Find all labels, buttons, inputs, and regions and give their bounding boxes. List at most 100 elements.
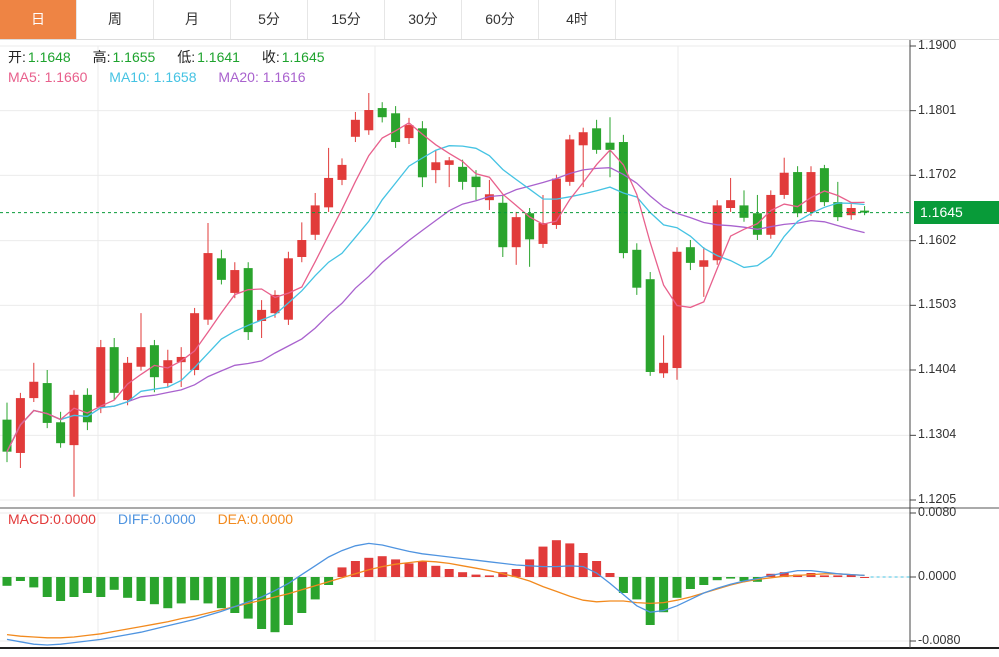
candle-body (297, 240, 307, 257)
macd-hist-bar (404, 563, 414, 577)
tab-week[interactable]: 周 (77, 0, 154, 39)
macd-hist-bar (123, 577, 133, 598)
candle-body (417, 128, 427, 178)
tab-60min[interactable]: 60分 (462, 0, 539, 39)
tab-15min[interactable]: 15分 (308, 0, 385, 39)
macd-hist-bar (337, 567, 347, 577)
candle-body (645, 279, 655, 372)
candle-body (699, 260, 709, 267)
macd-hist-bar (69, 577, 79, 597)
candle-body (404, 125, 414, 139)
macd-hist-bar (726, 577, 736, 579)
ma20-line (6, 167, 865, 452)
macd-hist-bar (297, 577, 307, 613)
candle-body (806, 172, 816, 212)
candle-body (471, 176, 481, 188)
macd-hist-bar (176, 577, 186, 604)
macd-hist-bar (163, 577, 173, 609)
macd-hist-bar (42, 577, 52, 597)
candle-body (444, 160, 454, 165)
macd-hist-bar (431, 565, 441, 577)
candle-body (484, 194, 494, 201)
current-price-badge: 1.1645 (914, 201, 999, 224)
dea-line (6, 560, 865, 639)
tab-30min[interactable]: 30分 (385, 0, 462, 39)
candle-body (69, 394, 79, 446)
candle-body (337, 164, 347, 180)
candle-body (578, 132, 588, 146)
macd-hist-bar (685, 577, 695, 589)
macd-hist-bar (391, 559, 401, 577)
macd-hist-bar (699, 577, 709, 585)
macd-hist-bar (243, 577, 253, 619)
candle-body (364, 110, 374, 131)
macd-hist-bar (109, 577, 119, 590)
candle-body (96, 347, 106, 408)
tab-day[interactable]: 日 (0, 0, 77, 39)
macd-hist-bar (230, 577, 240, 613)
candle-body (29, 381, 39, 399)
candle-body (551, 178, 561, 225)
macd-hist-bar (82, 577, 92, 593)
candle-body (511, 217, 521, 248)
candle-body (391, 113, 401, 143)
macd-hist-bar (525, 559, 535, 577)
candle-body (310, 205, 320, 235)
macd-hist-bar (659, 577, 669, 613)
candle-body (203, 253, 213, 320)
candle-body (632, 249, 642, 288)
macd-hist-bar (350, 561, 360, 577)
candle-body (618, 142, 628, 254)
candle-body (109, 347, 119, 393)
tab-4hour[interactable]: 4时 (539, 0, 616, 39)
macd-hist-bar (2, 577, 12, 586)
diff-line (6, 542, 865, 646)
candle-body (672, 251, 682, 369)
macd-hist-bar (565, 543, 575, 577)
macd-hist-bar (632, 577, 642, 600)
candle-body (431, 162, 441, 171)
kline-chart[interactable] (0, 40, 999, 657)
macd-hist-bar (779, 572, 789, 577)
candle-body (592, 128, 602, 150)
macd-hist-bar (618, 577, 628, 593)
tab-5min[interactable]: 5分 (231, 0, 308, 39)
macd-hist-bar (860, 577, 870, 578)
macd-hist-bar (712, 577, 722, 581)
macd-hist-bar (458, 572, 468, 577)
candle-body (779, 172, 789, 195)
ma10-line (6, 145, 865, 452)
candle-body (377, 108, 387, 118)
candle-body (793, 172, 803, 214)
macd-hist-bar (538, 546, 548, 577)
candle-body (833, 202, 843, 218)
candle-body (458, 166, 468, 182)
candle-body (270, 294, 280, 314)
macd-hist-bar (819, 575, 829, 577)
candle-body (726, 200, 736, 209)
macd-hist-bar (29, 577, 39, 588)
macd-hist-bar (136, 577, 146, 601)
macd-hist-bar (739, 577, 749, 581)
candle-body (149, 345, 159, 378)
macd-hist-bar (551, 540, 561, 577)
tab-month[interactable]: 月 (154, 0, 231, 39)
macd-hist-bar (484, 575, 494, 577)
candle-body (739, 205, 749, 218)
macd-hist-bar (364, 557, 374, 577)
candle-body (176, 356, 186, 363)
macd-hist-bar (270, 577, 280, 633)
macd-hist-bar (578, 553, 588, 577)
macd-hist-bar (511, 569, 521, 577)
macd-hist-bar (257, 577, 267, 629)
candle-body (230, 270, 240, 293)
macd-hist-bar (444, 569, 454, 577)
macd-hist-bar (605, 573, 615, 577)
candle-body (565, 139, 575, 182)
candle-body (860, 210, 870, 213)
candle-body (243, 268, 253, 333)
macd-hist-bar (324, 577, 334, 585)
macd-hist-bar (216, 577, 226, 609)
macd-hist-bar (203, 577, 213, 604)
candle-body (659, 362, 669, 374)
